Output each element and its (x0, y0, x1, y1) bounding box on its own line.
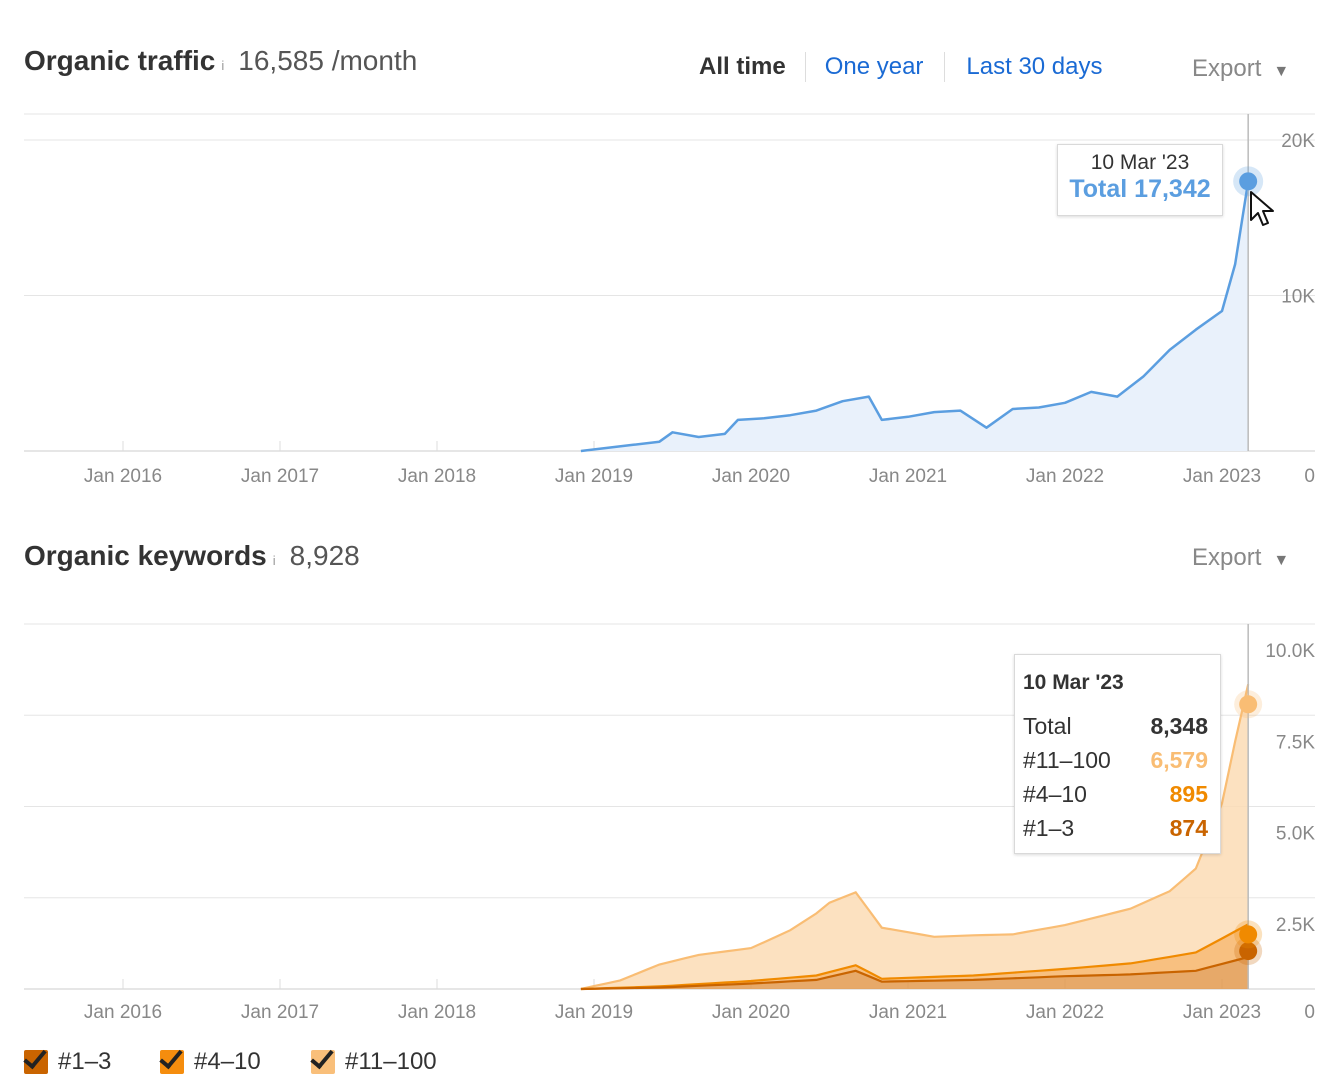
tooltip-row-value: 6,579 (1150, 746, 1208, 773)
divider (804, 52, 806, 82)
tooltip-row-1-3: #1–3 874 (1023, 811, 1208, 845)
traffic-area (580, 181, 1249, 452)
y-tick-label: 7.5K (1276, 732, 1315, 753)
tooltip-row-label: Total (1023, 712, 1072, 739)
x-tick-label: Jan 2017 (241, 466, 319, 487)
keywords-title: Organic keywords (24, 540, 267, 571)
line-13 (580, 956, 1249, 991)
export-label: Export (1192, 55, 1262, 82)
hover-point (1239, 695, 1258, 714)
x-tick-label: Jan 2020 (712, 466, 790, 487)
hover-point (1239, 942, 1258, 961)
checkbox-icon[interactable] (311, 1050, 335, 1074)
tooltip-date: 10 Mar '23 (1023, 671, 1124, 694)
range-all-time[interactable]: All time (699, 53, 786, 80)
y-tick-label: 20K (1281, 131, 1315, 152)
tooltip-row-11-100: #11–100 6,579 (1023, 743, 1208, 777)
x-tick-label: Jan 2022 (1026, 1002, 1104, 1023)
time-range-selector: All time One year Last 30 days (699, 52, 1103, 82)
x-tick-label: Jan 2023 (1183, 1002, 1261, 1023)
legend-item-11-100[interactable]: #11–100 (311, 1048, 437, 1076)
x-tick-label: Jan 2017 (241, 1002, 319, 1023)
x-tick-label: Jan 2020 (712, 1002, 790, 1023)
keywords-chart-svg: Jan 2016 Jan 2017 Jan 2018 Jan 2019 Jan 2020… (24, 623, 1315, 1023)
legend-label: #4–10 (194, 1048, 261, 1075)
legend-label: #1–3 (58, 1048, 112, 1075)
range-last-30-days[interactable]: Last 30 days (966, 53, 1103, 80)
y-tick-label: 10K (1281, 287, 1315, 308)
x-tick-label: Jan 2023 (1183, 466, 1261, 487)
x-tick-label: Jan 2016 (84, 466, 162, 487)
y-tick-label: 0 (1304, 1002, 1315, 1023)
mouse-cursor-icon (1250, 191, 1274, 226)
x-tick-label: Jan 2022 (1026, 466, 1104, 487)
tooltip-row-value: 895 (1169, 780, 1208, 807)
hover-point (1239, 172, 1258, 191)
tooltip-row-label: #4–10 (1023, 780, 1087, 807)
traffic-line (580, 181, 1250, 453)
checkbox-icon[interactable] (160, 1050, 184, 1074)
keywords-chart[interactable]: Jan 2016 Jan 2017 Jan 2018 Jan 2019 Jan 2020… (0, 620, 1334, 1030)
info-icon[interactable]: i (221, 58, 225, 73)
divider (944, 52, 946, 82)
y-tick-label: 10.0K (1265, 641, 1315, 662)
line-11100 (580, 684, 1250, 991)
export-label: Export (1192, 544, 1262, 571)
traffic-export-button[interactable]: Export ▼ (1192, 55, 1289, 83)
keywords-value: 8,928 (289, 540, 360, 571)
traffic-chart[interactable]: Jan 2016 Jan 2017 Jan 2018 Jan 2019 Jan 2020… (0, 112, 1334, 492)
tooltip-row-label: #11–100 (1023, 746, 1111, 773)
tooltip-row-value: 8,348 (1150, 712, 1208, 739)
x-tick-label: Jan 2019 (555, 1002, 633, 1023)
info-icon[interactable]: i (272, 553, 276, 568)
traffic-title: Organic traffic (24, 45, 216, 76)
chevron-down-icon: ▼ (1273, 552, 1290, 569)
hover-point (1239, 925, 1258, 944)
tooltip-row-value: 874 (1169, 814, 1208, 841)
tooltip-row-4-10: #4–10 895 (1023, 777, 1208, 811)
keywords-export-button[interactable]: Export ▼ (1192, 544, 1289, 572)
legend-item-4-10[interactable]: #4–10 (160, 1048, 261, 1076)
area-410 (580, 924, 1249, 989)
legend-label: #11–100 (345, 1048, 437, 1075)
traffic-chart-svg: Jan 2016 Jan 2017 Jan 2018 Jan 2019 Jan 2020… (24, 113, 1315, 487)
tooltip-date: 10 Mar '23 (1090, 151, 1190, 174)
x-tick-label: Jan 2016 (84, 1002, 162, 1023)
tooltip-row-total: Total 8,348 (1023, 709, 1208, 743)
line-410 (580, 923, 1249, 991)
x-tick-label: Jan 2018 (398, 466, 476, 487)
x-tick-label: Jan 2021 (869, 466, 947, 487)
y-tick-label: 2.5K (1276, 915, 1315, 936)
y-tick-label: 5.0K (1276, 824, 1315, 845)
traffic-tooltip: 10 Mar '23 Total 17,342 (1057, 144, 1223, 216)
y-tick-label: 0 (1304, 466, 1315, 487)
legend-item-1-3[interactable]: #1–3 (24, 1048, 111, 1076)
area-13 (580, 957, 1249, 989)
checkbox-icon[interactable] (24, 1050, 48, 1074)
x-tick-label: Jan 2021 (869, 1002, 947, 1023)
x-tick-label: Jan 2018 (398, 1002, 476, 1023)
tooltip-row-label: #1–3 (1023, 814, 1075, 841)
chevron-down-icon: ▼ (1273, 63, 1290, 80)
x-tick-label: Jan 2019 (555, 466, 633, 487)
traffic-value: 16,585 /month (238, 45, 418, 76)
range-one-year[interactable]: One year (824, 53, 924, 80)
tooltip-total: Total 17,342 (1069, 175, 1211, 203)
keywords-tooltip: 10 Mar '23 Total 8,348 #11–100 6,579 #4–… (1014, 654, 1221, 854)
